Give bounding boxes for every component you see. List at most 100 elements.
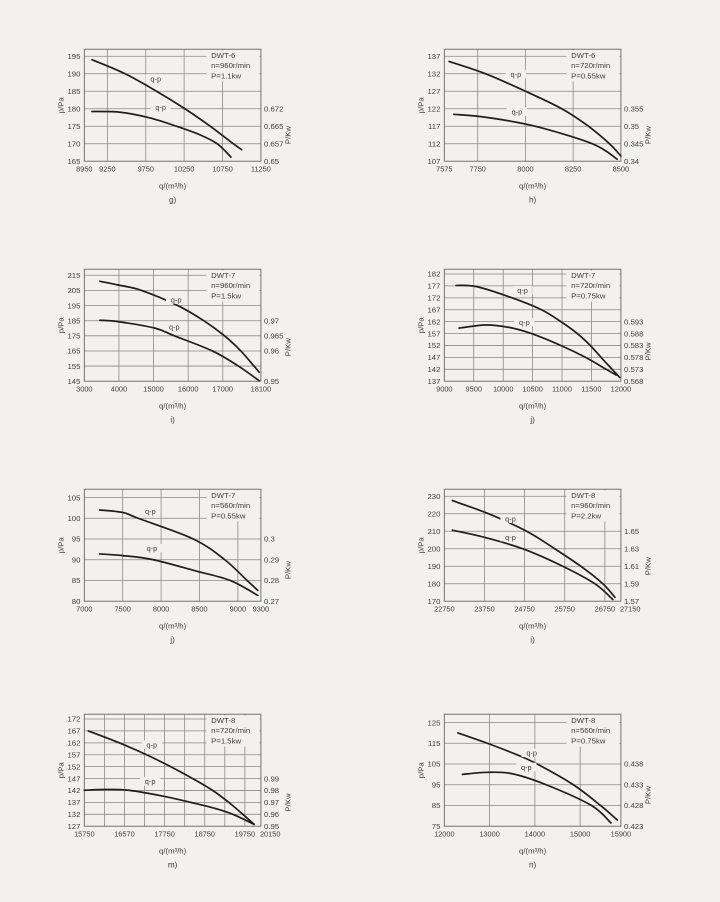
x-tick-label: 26750	[595, 604, 616, 613]
y-tick-label: 117	[428, 122, 440, 131]
legend-line-1: DWT-8	[211, 716, 235, 725]
subfigure-label: i)	[530, 635, 535, 644]
x-tick-label: 16000	[178, 384, 199, 393]
y-tick-label: 137	[67, 798, 80, 807]
x-tick-label: 11250	[251, 164, 271, 173]
x-tick-label: 10250	[174, 164, 195, 173]
plot-border	[83, 713, 262, 827]
x-tick-label: 7750	[469, 164, 485, 173]
right-tick-label: 0.578	[624, 353, 643, 362]
x-axis-title: q/(m³/h)	[519, 181, 547, 190]
left-axis-title: p/Pa	[416, 762, 425, 779]
legend-line-3: P=2.2kw	[571, 511, 601, 520]
x-tick-label: 8500	[613, 164, 629, 173]
x-tick-label: 14000	[525, 829, 546, 838]
x-axis-title: q/(m³/h)	[519, 401, 547, 410]
left-axis-title: p/Pa	[56, 97, 65, 114]
x-tick-label: 10500	[522, 384, 543, 393]
y-tick-label: 220	[427, 509, 441, 518]
x-tick-label: 18750	[194, 829, 215, 838]
y-tick-label: 167	[67, 727, 80, 736]
right-tick-label: 0.97	[264, 798, 279, 807]
curve-label-background	[140, 776, 161, 786]
x-tick-label: 4000	[111, 384, 127, 393]
right-tick-label: 0.428	[624, 801, 643, 810]
y-tick-label: 205	[67, 286, 80, 295]
y-tick-label: 157	[67, 750, 80, 759]
curve-label: q-p	[505, 533, 516, 542]
legend-line-3: P=0.75kw	[571, 736, 606, 745]
curve-label-background	[150, 102, 171, 112]
y-tick-label: 165	[67, 347, 80, 356]
left-axis-title: p/Pa	[416, 317, 425, 334]
curve-qp-pressure-lower	[98, 553, 259, 597]
curve-qp-pressure-upper	[448, 60, 622, 157]
x-tick-label: 7575	[436, 164, 452, 173]
x-tick-label: 23750	[474, 604, 495, 613]
legend-line-1: DWT-7	[211, 491, 235, 500]
curve-label: q-p	[511, 70, 522, 79]
curve-label-background	[166, 295, 187, 304]
right-tick-label: 0.568	[624, 377, 643, 386]
x-tick-label: 7500	[114, 604, 130, 613]
y-tick-label: 142	[427, 365, 440, 374]
right-tick-label: 1.57	[624, 597, 639, 606]
legend-line-2: n=960r/min	[211, 61, 250, 70]
curve-label: q-p	[512, 107, 523, 116]
legend-line-3: P=0.75kw	[571, 291, 606, 300]
x-tick-label: 10750	[212, 164, 233, 173]
y-tick-label: 180	[427, 579, 441, 588]
y-tick-label: 132	[67, 810, 80, 819]
y-tick-label: 177	[427, 282, 440, 291]
y-tick-label: 172	[67, 715, 80, 724]
curve-label-background	[500, 532, 521, 542]
x-tick-label: 12000	[611, 384, 632, 393]
chart-cell-g: DWT-6 n=960r/min P=1.1kw q-p q-p 165 170 175 180…	[40, 16, 320, 204]
legend-background	[206, 490, 260, 522]
y-tick-label: 157	[427, 329, 440, 338]
chart-cell-n: DWT-8 n=560r/min P=0.75kw q-p q-p 75 85 95 105 11…	[400, 681, 680, 871]
right-tick-label: 0.29	[264, 555, 279, 564]
left-axis-title: p/Pa	[56, 537, 65, 554]
plot-border	[443, 268, 622, 382]
chart-cell-j: DWT-7 n=720r/min P=0.75kw q-p q-p 137 142 147 15…	[400, 236, 680, 424]
legend-line-1: DWT-8	[571, 716, 595, 725]
x-tick-label: 12000	[434, 829, 455, 838]
right-axis-title: P/Kw	[283, 793, 292, 812]
x-tick-label: 13000	[479, 829, 500, 838]
curve-label: q-p	[145, 777, 156, 786]
x-axis-title: q/(m³/h)	[159, 846, 187, 855]
x-tick-label: 15000	[143, 384, 164, 393]
curve-label-background	[141, 740, 162, 750]
y-tick-label: 175	[67, 122, 80, 131]
curve-label-background	[521, 748, 542, 758]
y-tick-label: 75	[432, 822, 441, 831]
y-tick-label: 125	[427, 718, 440, 727]
x-tick-label: 7000	[76, 604, 92, 613]
curve-qp-pressure-lower	[461, 771, 612, 824]
legend-line-1: DWT-7	[571, 271, 595, 280]
y-tick-label: 122	[427, 104, 440, 113]
x-tick-label: 11500	[582, 384, 602, 393]
x-tick-label: 9250	[99, 164, 115, 173]
curve-label-background	[516, 762, 537, 772]
left-axis-title: p/Pa	[56, 762, 65, 779]
legend-line-2: n=960r/min	[211, 281, 250, 290]
y-tick-label: 172	[427, 294, 440, 303]
subfigure-label: i)	[170, 415, 175, 424]
x-tick-label: 27150	[620, 604, 641, 613]
left-axis-title: p/Pa	[56, 317, 65, 334]
right-tick-label: 0.97	[264, 316, 279, 325]
plot-border	[83, 48, 262, 162]
legend-line-3: P=1.5kw	[211, 291, 241, 300]
y-tick-label: 195	[67, 52, 80, 61]
legend-line-2: n=560r/min	[211, 501, 250, 510]
x-tick-label: 8500	[191, 604, 207, 613]
x-tick-label: 15900	[611, 829, 632, 838]
plot-border	[83, 488, 262, 602]
right-tick-label: 0.665	[264, 122, 283, 131]
